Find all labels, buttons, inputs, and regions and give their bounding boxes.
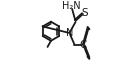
Text: C: C bbox=[79, 40, 87, 50]
Text: S: S bbox=[81, 8, 88, 18]
Text: N: N bbox=[66, 28, 74, 38]
Text: H₂N: H₂N bbox=[62, 1, 81, 11]
